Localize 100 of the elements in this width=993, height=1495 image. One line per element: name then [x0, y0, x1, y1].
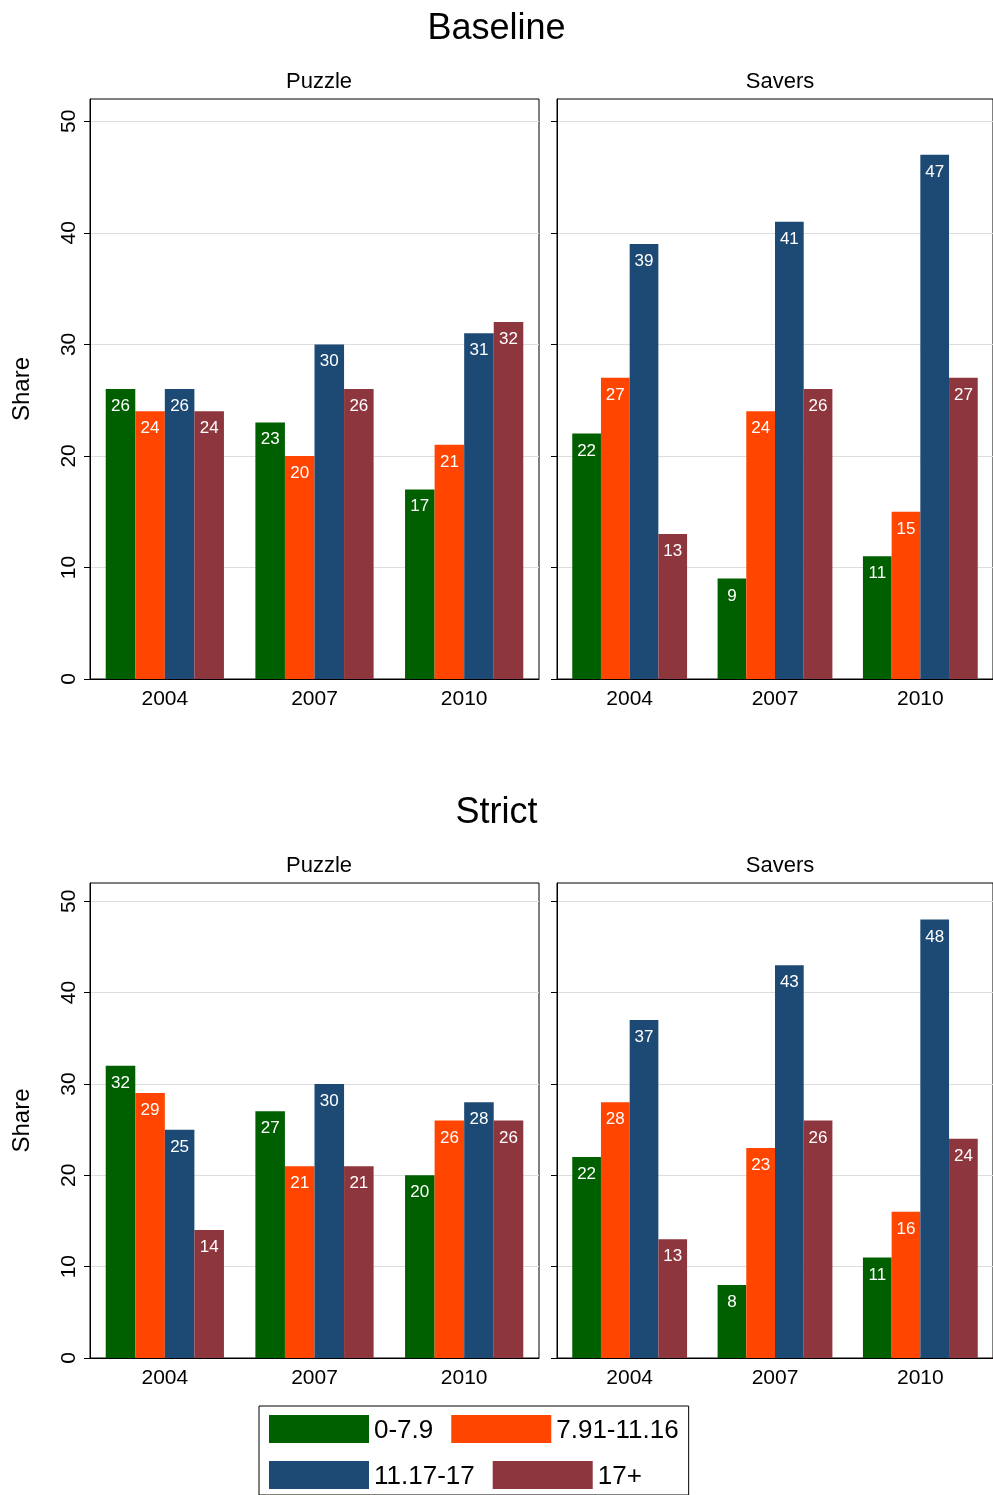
- text: Baseline: [426, 6, 567, 48]
- bar: [891, 1211, 921, 1358]
- data-label: 16: [896, 1218, 916, 1238]
- text: Strict: [454, 790, 539, 832]
- y-tick-label: 40: [56, 980, 79, 1005]
- y-tick-label: 20: [56, 444, 79, 468]
- bar: [775, 965, 804, 1358]
- data-label: 21: [349, 1173, 369, 1193]
- x-tick-label: 2010: [896, 1365, 944, 1388]
- bar: [600, 377, 630, 679]
- legend-label: 11.17-17: [374, 1460, 475, 1490]
- data-label: 8: [727, 1291, 737, 1311]
- bar: [434, 444, 465, 679]
- y-tick-label: 50: [56, 889, 79, 913]
- data-label: 43: [779, 972, 799, 992]
- bar: [284, 1166, 315, 1358]
- data-label: 32: [499, 329, 518, 349]
- data-label: 26: [349, 396, 369, 415]
- data-label: 9: [727, 585, 737, 605]
- data-label: 26: [808, 396, 828, 415]
- bar: [405, 489, 435, 679]
- x-tick-label: 2007: [751, 1365, 799, 1388]
- y-tick-label: 30: [56, 332, 79, 357]
- data-label: 26: [499, 1127, 518, 1147]
- bar: [434, 1120, 465, 1358]
- bar: [194, 411, 224, 679]
- bar: [255, 422, 285, 679]
- data-label: 13: [663, 541, 683, 560]
- bar: [746, 411, 775, 679]
- bar: [862, 556, 892, 679]
- bar: [949, 1138, 978, 1358]
- y-tick-label: 10: [56, 555, 79, 580]
- bar: [405, 1175, 435, 1358]
- y-tick-label: 20: [56, 1163, 79, 1187]
- data-label: 20: [410, 1182, 430, 1202]
- y-tick-label: 10: [56, 1254, 79, 1279]
- bar: [803, 1120, 833, 1358]
- bar: [164, 1129, 195, 1358]
- bar: [629, 1020, 659, 1358]
- chart-title: Savers: [745, 851, 815, 877]
- data-label: 26: [808, 1127, 828, 1147]
- x-tick-label: 2004: [141, 686, 189, 709]
- bar: [717, 1284, 747, 1358]
- bar: [164, 389, 195, 679]
- y-tick-label: 0: [56, 673, 79, 685]
- bar: [717, 578, 747, 679]
- data-label: 13: [663, 1246, 683, 1266]
- bar: [775, 221, 804, 679]
- data-label: 24: [199, 418, 219, 438]
- x-tick-label: 2010: [440, 686, 488, 709]
- data-label: 23: [260, 429, 280, 449]
- data-label: 11: [868, 563, 887, 583]
- bar: [255, 1111, 285, 1358]
- chart-title: Puzzle: [285, 67, 353, 93]
- data-label: 24: [953, 1145, 973, 1165]
- bar: [572, 1157, 601, 1358]
- bar: [600, 1102, 630, 1358]
- data-label: 23: [751, 1154, 771, 1174]
- y-axis-title: Share: [6, 1088, 34, 1153]
- data-label: 22: [577, 440, 597, 460]
- y-tick-label: 40: [56, 221, 79, 245]
- data-label: 27: [953, 384, 973, 404]
- chart-title: Puzzle: [285, 851, 353, 877]
- data-label: 25: [170, 1136, 190, 1156]
- x-tick-label: 2007: [751, 686, 799, 709]
- bar: [105, 1065, 136, 1358]
- x-tick-label: 2004: [606, 686, 654, 709]
- data-label: 24: [751, 418, 771, 438]
- bar: [572, 433, 601, 679]
- bar: [803, 389, 833, 679]
- bar: [920, 154, 950, 679]
- data-label: 31: [469, 340, 489, 360]
- legend-label: 7.91-11.16: [556, 1414, 679, 1444]
- bar: [105, 389, 136, 679]
- bar: [464, 333, 494, 679]
- x-tick-label: 2004: [606, 1365, 654, 1388]
- legend-label: 17+: [597, 1460, 642, 1490]
- y-axis-title: Share: [6, 356, 34, 422]
- bar: [135, 411, 165, 679]
- data-label: 26: [170, 396, 190, 415]
- x-tick-label: 2004: [141, 1365, 189, 1388]
- bar: [135, 1093, 165, 1358]
- bar: [658, 1239, 688, 1358]
- bar: [493, 1120, 524, 1358]
- data-label: 30: [319, 1090, 339, 1110]
- data-label: 26: [439, 1127, 459, 1147]
- data-label: 15: [896, 518, 916, 538]
- bar: [194, 1230, 224, 1358]
- data-label: 21: [290, 1173, 310, 1193]
- y-tick-label: 50: [56, 109, 79, 133]
- data-label: 17: [410, 496, 430, 516]
- bar: [746, 1147, 775, 1358]
- data-label: 41: [779, 228, 799, 248]
- data-label: 47: [925, 161, 945, 181]
- bar: [464, 1102, 494, 1358]
- bar: [920, 919, 950, 1358]
- bar: [862, 1257, 892, 1358]
- data-label: 11: [868, 1264, 887, 1284]
- x-tick-label: 2010: [896, 686, 944, 709]
- bar: [949, 377, 978, 679]
